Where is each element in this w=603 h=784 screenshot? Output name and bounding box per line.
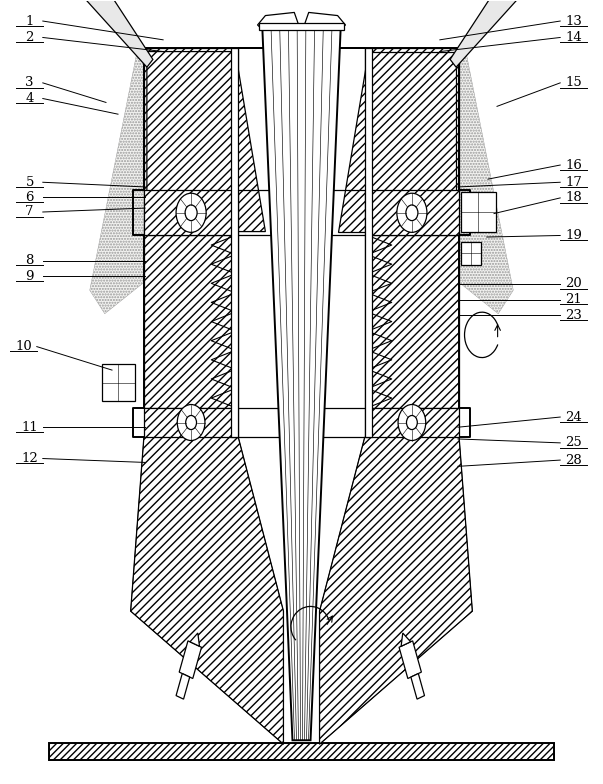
Text: 13: 13 [565, 15, 582, 27]
Polygon shape [338, 52, 456, 231]
Polygon shape [365, 235, 459, 408]
Text: 28: 28 [565, 454, 582, 466]
Text: 1: 1 [25, 15, 34, 27]
Polygon shape [144, 48, 238, 190]
Circle shape [406, 205, 418, 220]
Circle shape [397, 193, 427, 232]
Circle shape [177, 405, 205, 441]
Polygon shape [365, 48, 372, 437]
Text: 4: 4 [25, 92, 34, 105]
Polygon shape [461, 192, 496, 231]
Text: 5: 5 [25, 176, 34, 189]
Polygon shape [401, 633, 411, 646]
Polygon shape [450, 0, 529, 67]
Polygon shape [399, 641, 421, 678]
Circle shape [186, 416, 197, 430]
Polygon shape [259, 24, 344, 30]
Text: 16: 16 [565, 158, 582, 172]
Polygon shape [90, 48, 144, 314]
Circle shape [406, 416, 417, 430]
Text: 2: 2 [25, 31, 34, 44]
Circle shape [398, 405, 426, 441]
Polygon shape [144, 408, 238, 437]
Polygon shape [144, 190, 238, 235]
Polygon shape [461, 241, 481, 265]
Text: 3: 3 [25, 76, 34, 89]
Text: 17: 17 [565, 176, 582, 189]
Polygon shape [74, 0, 153, 67]
Text: 20: 20 [565, 278, 582, 291]
Text: 23: 23 [565, 309, 582, 321]
Polygon shape [365, 408, 459, 437]
Polygon shape [320, 437, 472, 744]
Polygon shape [365, 48, 459, 190]
Polygon shape [262, 30, 341, 740]
Text: 21: 21 [565, 293, 582, 306]
Polygon shape [49, 742, 554, 760]
Polygon shape [176, 673, 190, 699]
Text: 24: 24 [565, 411, 582, 423]
Polygon shape [190, 633, 200, 646]
Circle shape [185, 205, 197, 220]
Polygon shape [102, 364, 135, 401]
Polygon shape [231, 48, 238, 437]
Polygon shape [144, 235, 238, 408]
Text: 19: 19 [565, 229, 582, 242]
Text: 8: 8 [25, 254, 34, 267]
Polygon shape [147, 52, 265, 231]
Text: 6: 6 [25, 191, 34, 204]
Polygon shape [365, 190, 459, 235]
Text: 14: 14 [565, 31, 582, 44]
Text: 12: 12 [21, 452, 38, 465]
Text: 10: 10 [15, 340, 32, 353]
Text: 18: 18 [565, 191, 582, 205]
Text: 9: 9 [25, 270, 34, 283]
Text: 7: 7 [25, 205, 34, 219]
Text: 15: 15 [565, 76, 582, 89]
Polygon shape [411, 673, 425, 699]
Text: 11: 11 [21, 421, 38, 434]
Polygon shape [179, 641, 201, 678]
Polygon shape [459, 48, 513, 314]
Text: 25: 25 [565, 437, 582, 449]
Polygon shape [131, 437, 283, 744]
Circle shape [176, 193, 206, 232]
